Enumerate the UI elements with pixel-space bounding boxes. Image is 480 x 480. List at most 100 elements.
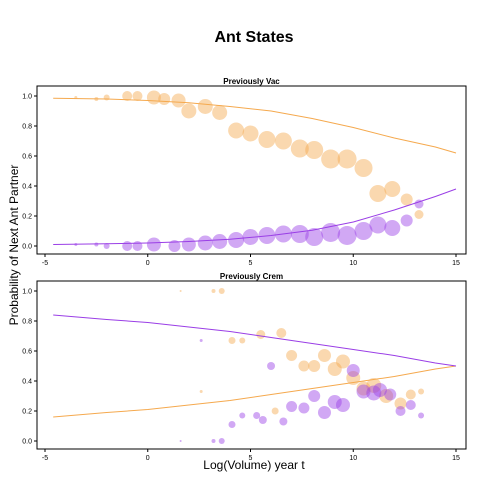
x-tick-label: 5 xyxy=(249,260,253,267)
data-point xyxy=(181,103,197,119)
data-point xyxy=(327,395,342,409)
data-point xyxy=(305,228,324,246)
data-point xyxy=(290,139,309,158)
data-point xyxy=(239,337,246,344)
data-point xyxy=(168,240,181,252)
data-point xyxy=(146,237,161,252)
data-point xyxy=(276,328,287,338)
data-point xyxy=(218,288,225,294)
fit-curve-orange xyxy=(53,97,457,154)
x-tick-label: 10 xyxy=(349,260,357,267)
data-point xyxy=(218,438,225,444)
fit-curve-orange xyxy=(53,365,457,418)
data-point xyxy=(122,91,133,101)
x-tick-label: 10 xyxy=(349,455,357,462)
data-point xyxy=(305,141,324,159)
data-point xyxy=(372,383,387,397)
y-axis-label: Probability of Next Ant Partner xyxy=(7,165,21,326)
panel-title: Previously Crem xyxy=(220,272,283,281)
data-point xyxy=(197,235,213,251)
data-point xyxy=(418,388,425,395)
data-point xyxy=(199,390,203,393)
data-point xyxy=(337,149,357,169)
data-point xyxy=(212,234,228,249)
data-point xyxy=(286,350,298,361)
data-point xyxy=(211,439,216,443)
fit-curve-purple xyxy=(53,314,457,367)
data-point xyxy=(286,401,298,412)
x-tick-label: 5 xyxy=(249,455,253,462)
data-point xyxy=(181,237,196,252)
data-point xyxy=(132,241,143,251)
data-point xyxy=(274,132,292,150)
data-point xyxy=(405,389,416,400)
x-tick-label: -5 xyxy=(42,455,48,462)
data-point xyxy=(290,225,309,243)
data-point xyxy=(335,354,350,369)
data-point xyxy=(242,125,259,142)
fit-curve-purple xyxy=(53,188,457,245)
y-tick-label: 1.0 xyxy=(22,289,32,296)
data-point xyxy=(366,385,382,401)
data-point xyxy=(267,362,276,370)
data-point xyxy=(228,122,245,139)
data-point xyxy=(308,390,321,402)
data-point xyxy=(366,378,382,393)
x-tick-label: -5 xyxy=(42,260,48,267)
series-orange xyxy=(53,288,457,418)
data-point xyxy=(335,398,350,412)
y-tick-label: 0.4 xyxy=(22,184,32,191)
data-point xyxy=(158,93,171,105)
x-tick-label: 15 xyxy=(452,260,460,267)
data-point xyxy=(279,417,288,426)
data-point xyxy=(199,339,203,342)
x-tick-label: 15 xyxy=(452,455,460,462)
y-tick-label: 0.6 xyxy=(22,349,32,356)
series-purple xyxy=(53,314,457,444)
data-point xyxy=(132,91,143,101)
series-purple xyxy=(53,188,457,252)
data-point xyxy=(308,360,321,372)
data-point xyxy=(414,199,424,209)
data-point xyxy=(103,94,110,101)
data-point xyxy=(321,149,341,169)
data-point xyxy=(179,290,182,292)
data-point xyxy=(379,389,394,403)
data-point xyxy=(354,222,373,240)
main-title: Ant States xyxy=(214,29,293,46)
y-tick-label: 0.4 xyxy=(22,379,32,386)
data-point xyxy=(356,381,371,396)
y-tick-label: 0.2 xyxy=(22,409,32,416)
data-point xyxy=(103,243,110,249)
data-point xyxy=(228,421,236,428)
data-point xyxy=(256,330,266,339)
x-tick-label: 0 xyxy=(146,455,150,462)
data-point xyxy=(258,131,276,148)
data-point xyxy=(258,416,267,424)
data-point xyxy=(356,384,371,399)
data-point xyxy=(239,412,246,419)
data-point xyxy=(384,220,401,236)
plot-frame xyxy=(36,85,467,255)
data-point xyxy=(122,241,133,251)
data-point xyxy=(346,364,360,377)
y-tick-label: 0.2 xyxy=(22,214,32,221)
data-point xyxy=(298,360,310,372)
data-point xyxy=(253,412,261,419)
data-point xyxy=(197,99,213,114)
data-point xyxy=(369,185,387,202)
y-tick-label: 0.0 xyxy=(22,439,32,446)
data-point xyxy=(228,337,236,344)
x-axis-label: Log(Volume) year t xyxy=(203,458,305,472)
data-point xyxy=(327,362,342,376)
y-tick-label: 0.8 xyxy=(22,124,32,131)
y-tick-label: 0.8 xyxy=(22,319,32,326)
y-tick-label: 0.6 xyxy=(22,154,32,161)
data-point xyxy=(337,226,357,245)
data-point xyxy=(384,388,397,401)
data-point xyxy=(369,216,387,234)
x-tick-label: 0 xyxy=(146,260,150,267)
data-point xyxy=(211,289,216,293)
data-point xyxy=(354,159,373,177)
